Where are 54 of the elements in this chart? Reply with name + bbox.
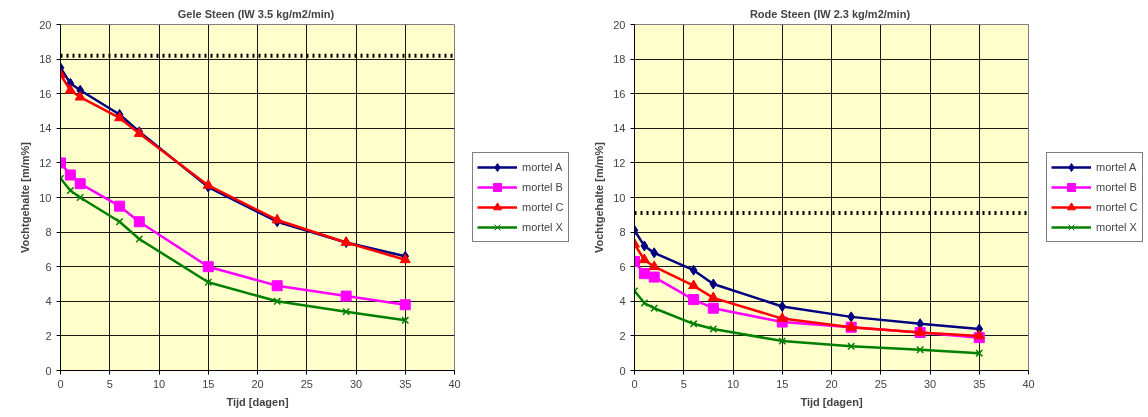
- x-tick-label: 0: [631, 377, 638, 390]
- legend-label: mortel A: [522, 161, 563, 173]
- x-tick-label: 10: [152, 377, 166, 390]
- x-axis-title: Tijd [dagen]: [226, 395, 289, 408]
- x-tick-label: 20: [825, 377, 838, 390]
- legend-label: mortel C: [1096, 201, 1138, 213]
- x-tick-label: 25: [874, 377, 887, 390]
- x-tick-label: 30: [349, 377, 363, 390]
- y-tick-label: 8: [619, 226, 626, 239]
- y-tick-label: 0: [619, 364, 626, 377]
- y-axis-title: Vochtgehalte [m/m%]: [593, 141, 606, 254]
- y-tick-label: 18: [613, 53, 626, 66]
- y-tick-label: 6: [45, 260, 52, 273]
- legend-label: mortel B: [1096, 181, 1137, 193]
- x-tick-label: 15: [776, 377, 789, 390]
- y-tick-label: 6: [619, 260, 626, 273]
- x-tick-label: 35: [399, 377, 412, 390]
- y-tick-label: 12: [613, 156, 626, 169]
- y-tick-label: 20: [613, 18, 626, 31]
- y-tick-label: 14: [39, 122, 52, 135]
- x-tick-label: 5: [106, 377, 113, 390]
- y-tick-label: 10: [613, 191, 626, 204]
- legend-label: mortel C: [522, 201, 564, 213]
- y-tick-label: 16: [613, 87, 626, 100]
- legend-label: mortel B: [522, 181, 563, 193]
- legend-label: mortel X: [522, 221, 563, 233]
- y-tick-label: 0: [45, 364, 52, 377]
- y-tick-label: 4: [619, 295, 626, 308]
- y-tick-label: 8: [45, 226, 52, 239]
- x-axis-title: Tijd [dagen]: [800, 395, 863, 408]
- y-tick-label: 16: [39, 87, 52, 100]
- x-tick-label: 10: [726, 377, 740, 390]
- legend-label: mortel A: [1096, 161, 1137, 173]
- y-tick-label: 20: [39, 18, 52, 31]
- x-tick-label: 35: [973, 377, 986, 390]
- legend-label: mortel X: [1096, 221, 1137, 233]
- y-tick-label: 2: [45, 329, 52, 342]
- chart-title: Gele Steen (IW 3.5 kg/m2/min): [177, 7, 335, 20]
- chart-title: Rode Steen (IW 2.3 kg/m2/min): [749, 7, 911, 20]
- y-tick-label: 4: [45, 295, 52, 308]
- x-tick-label: 30: [923, 377, 937, 390]
- x-tick-label: 15: [202, 377, 215, 390]
- x-tick-label: 0: [57, 377, 64, 390]
- y-axis-title: Vochtgehalte [m/m%]: [19, 141, 32, 254]
- y-tick-label: 12: [39, 156, 52, 169]
- x-tick-label: 25: [300, 377, 313, 390]
- x-tick-label: 20: [251, 377, 264, 390]
- x-tick-label: 5: [680, 377, 687, 390]
- x-tick-label: 40: [1022, 377, 1035, 390]
- x-tick-label: 40: [448, 377, 461, 390]
- y-tick-label: 14: [613, 122, 626, 135]
- y-tick-label: 2: [619, 329, 626, 342]
- y-tick-label: 18: [39, 53, 52, 66]
- y-tick-label: 10: [39, 191, 52, 204]
